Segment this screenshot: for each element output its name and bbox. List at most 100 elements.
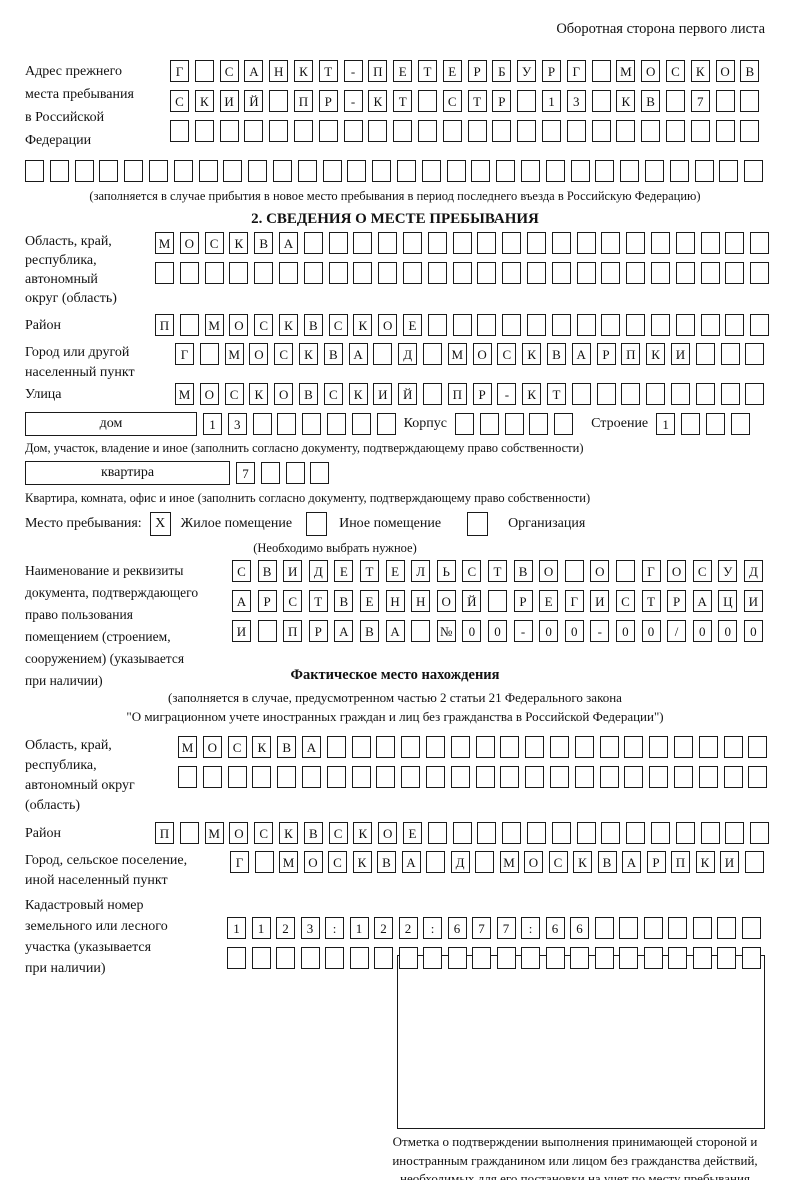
char-cell[interactable] [398,947,418,969]
char-cell[interactable]: К [353,314,373,336]
char-cell[interactable] [252,766,272,788]
char-cell[interactable]: И [590,590,610,612]
char-cell[interactable] [570,160,590,182]
char-cell[interactable] [303,232,323,254]
char-cell[interactable]: А [232,590,251,612]
char-cell[interactable] [720,383,740,405]
char-cell[interactable] [204,262,224,284]
char-cell[interactable]: М [178,736,197,758]
char-cell[interactable]: М [175,383,194,405]
char-cell[interactable]: Е [402,314,422,336]
char-cell[interactable]: С [254,822,274,844]
char-cell[interactable]: : [521,917,540,939]
char-cell[interactable] [487,590,507,612]
char-cell[interactable] [692,917,712,939]
char-cell[interactable]: К [522,383,542,405]
char-cell[interactable]: К [293,60,313,82]
char-cell[interactable]: Г [175,343,194,365]
char-cell[interactable]: В [277,736,297,758]
char-cell[interactable] [601,314,621,336]
char-cell[interactable]: Р [513,590,533,612]
char-cell[interactable]: Г [566,60,586,82]
char-cell[interactable]: Т [467,90,487,112]
char-cell[interactable] [744,160,764,182]
char-cell[interactable] [723,766,743,788]
char-cell[interactable] [646,383,666,405]
char-cell[interactable]: П [155,314,174,336]
char-cell[interactable] [545,160,565,182]
char-cell[interactable] [591,60,611,82]
char-cell[interactable]: С [254,314,274,336]
char-cell[interactable]: Т [641,590,661,612]
stay-type-checkbox-other-premises[interactable] [306,512,328,536]
char-cell[interactable]: 1 [349,917,369,939]
char-cell[interactable] [744,851,764,873]
char-cell[interactable] [649,736,669,758]
char-cell[interactable]: 1 [227,917,246,939]
char-cell[interactable] [723,736,743,758]
char-cell[interactable] [526,232,546,254]
char-cell[interactable]: Е [402,822,422,844]
char-cell[interactable] [673,736,693,758]
char-cell[interactable] [454,413,474,435]
char-cell[interactable] [353,262,373,284]
char-cell[interactable]: Л [411,560,431,582]
char-cell[interactable] [285,462,305,484]
char-cell[interactable]: П [368,60,388,82]
char-cell[interactable]: К [278,314,298,336]
char-cell[interactable] [545,947,565,969]
char-cell[interactable] [641,120,661,142]
char-cell[interactable] [675,822,695,844]
char-cell[interactable] [326,413,346,435]
char-cell[interactable] [566,120,586,142]
apartment-box[interactable]: квартира [25,461,230,485]
char-cell[interactable]: Д [398,343,418,365]
char-cell[interactable]: П [283,620,303,642]
char-cell[interactable]: 3 [566,90,586,112]
char-cell[interactable]: О [274,383,294,405]
char-cell[interactable] [244,120,264,142]
char-cell[interactable] [624,766,644,788]
char-cell[interactable] [447,947,467,969]
house-box[interactable]: дом [25,412,197,436]
char-cell[interactable] [99,160,119,182]
char-cell[interactable]: П [293,90,313,112]
char-cell[interactable] [401,766,421,788]
char-cell[interactable] [343,120,363,142]
char-cell[interactable] [624,736,644,758]
char-cell[interactable] [521,947,540,969]
char-cell[interactable] [665,120,685,142]
char-cell[interactable]: Д [450,851,470,873]
char-cell[interactable]: Р [646,851,666,873]
char-cell[interactable] [351,413,371,435]
char-cell[interactable] [423,947,442,969]
char-cell[interactable]: У [718,560,738,582]
char-cell[interactable] [351,736,371,758]
char-cell[interactable] [599,766,619,788]
char-cell[interactable] [170,120,189,142]
char-cell[interactable] [500,736,520,758]
char-cell[interactable]: С [548,851,568,873]
char-cell[interactable] [376,766,396,788]
char-cell[interactable] [700,232,720,254]
char-cell[interactable]: С [232,560,251,582]
char-cell[interactable]: Р [318,90,338,112]
char-cell[interactable] [277,766,297,788]
char-cell[interactable] [700,314,720,336]
char-cell[interactable] [576,262,596,284]
char-cell[interactable]: И [373,383,393,405]
char-cell[interactable]: И [219,90,239,112]
char-cell[interactable] [650,262,670,284]
char-cell[interactable]: 2 [398,917,418,939]
char-cell[interactable]: 0 [615,620,635,642]
char-cell[interactable]: О [229,822,249,844]
char-cell[interactable] [252,413,272,435]
char-cell[interactable]: Е [385,560,405,582]
char-cell[interactable] [450,766,470,788]
char-cell[interactable]: 0 [487,620,507,642]
char-cell[interactable]: М [279,851,298,873]
char-cell[interactable] [376,736,396,758]
char-cell[interactable]: Н [411,590,431,612]
char-cell[interactable]: / [667,620,687,642]
char-cell[interactable]: 0 [718,620,738,642]
